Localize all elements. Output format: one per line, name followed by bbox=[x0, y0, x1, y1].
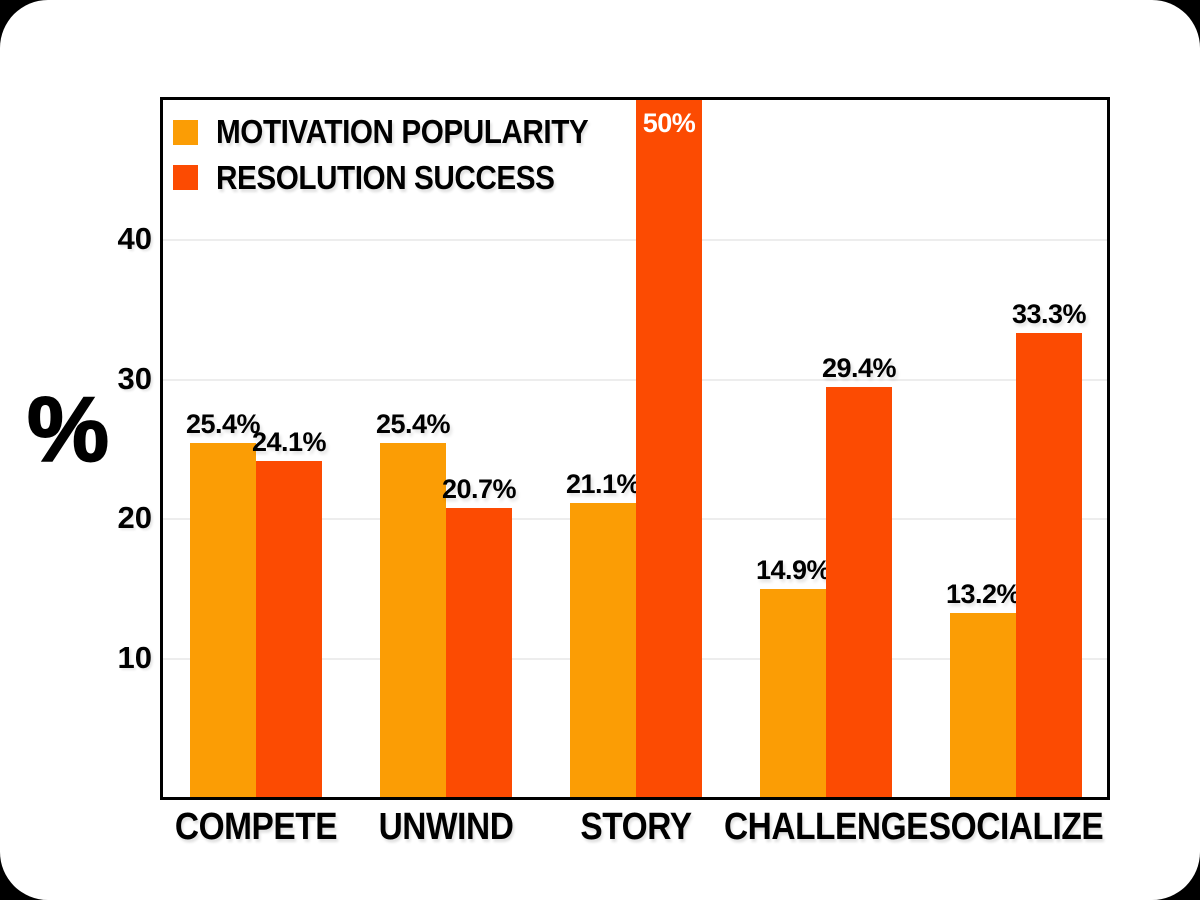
bar-value-label: 25.4% bbox=[375, 408, 451, 439]
bar-value-label: 29.4% bbox=[821, 353, 897, 384]
x-label-story: STORY bbox=[580, 806, 692, 848]
bar-value-label: 50% bbox=[642, 108, 696, 138]
gridline-40 bbox=[163, 239, 1107, 242]
bar-unwind-series-0 bbox=[380, 442, 446, 797]
bar-value-label: 24.1% bbox=[251, 427, 327, 458]
bar-unwind-series-1 bbox=[446, 508, 512, 797]
y-tick-30: 30 bbox=[117, 360, 152, 396]
y-axis-title: % bbox=[26, 379, 110, 481]
legend-swatch-icon bbox=[173, 119, 198, 145]
bar-value-label: 21.1% bbox=[565, 468, 641, 499]
bar-compete-series-1 bbox=[256, 461, 322, 797]
bar-challenge-series-1 bbox=[826, 387, 892, 797]
legend-item: RESOLUTION SUCCESS bbox=[173, 158, 630, 196]
legend: MOTIVATION POPULARITY RESOLUTION SUCCESS bbox=[173, 113, 630, 206]
legend-item: MOTIVATION POPULARITY bbox=[173, 113, 630, 150]
bar-value-label: 33.3% bbox=[1011, 298, 1087, 329]
x-label-compete: COMPETE bbox=[174, 806, 338, 848]
x-label-challenge: CHALLENGE bbox=[723, 806, 929, 848]
bar-socialize-series-0 bbox=[950, 613, 1016, 797]
y-tick-20: 20 bbox=[117, 500, 152, 536]
y-tick-40: 40 bbox=[117, 221, 152, 257]
legend-swatch-icon bbox=[173, 165, 198, 191]
legend-label: RESOLUTION SUCCESS bbox=[216, 158, 555, 196]
bar-compete-series-0 bbox=[190, 442, 256, 797]
bar-value-label: 14.9% bbox=[755, 555, 831, 586]
x-label-unwind: UNWIND bbox=[378, 806, 514, 848]
bar-value-label: 13.2% bbox=[945, 578, 1021, 609]
plot-area: 25.4% 24.1% 25.4% 20.7% 21.1% 50% 14.9% 29.4% 13… bbox=[160, 97, 1110, 800]
x-label-socialize: SOCIALIZE bbox=[928, 806, 1104, 848]
bar-value-label: 20.7% bbox=[441, 474, 517, 505]
bar-story-series-0 bbox=[570, 502, 636, 797]
gridline-30 bbox=[163, 378, 1107, 381]
bar-story-series-1 bbox=[636, 100, 702, 797]
bar-challenge-series-0 bbox=[760, 589, 826, 797]
legend-label: MOTIVATION POPULARITY bbox=[216, 113, 589, 150]
bar-socialize-series-1 bbox=[1016, 332, 1082, 797]
y-tick-10: 10 bbox=[117, 639, 152, 675]
bars-layer: 25.4% 24.1% 25.4% 20.7% 21.1% 50% 14.9% 29.4% 13… bbox=[163, 100, 1107, 797]
bar-value-label: 25.4% bbox=[185, 408, 261, 439]
